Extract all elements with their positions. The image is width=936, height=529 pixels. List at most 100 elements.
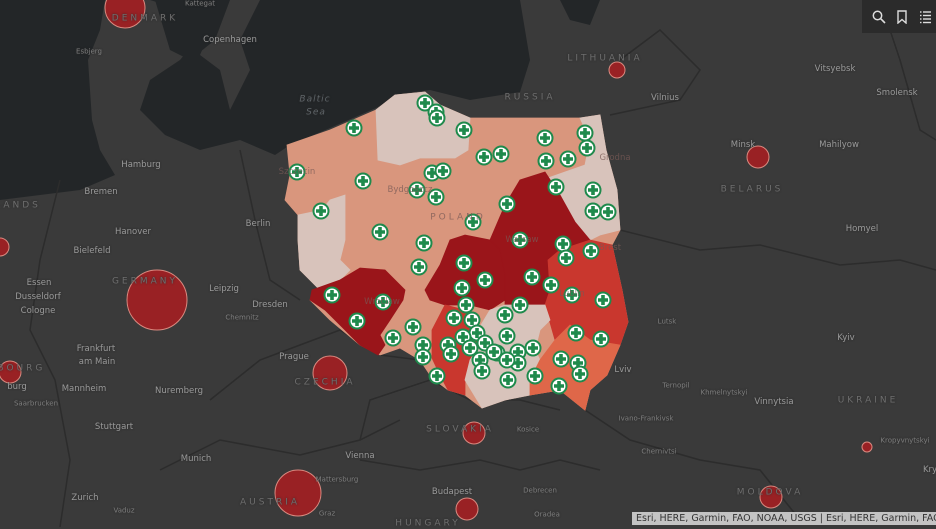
list-icon	[919, 10, 931, 23]
hospital-cross-icon[interactable]	[492, 145, 510, 163]
hospital-cross-icon[interactable]	[498, 195, 516, 213]
case-circle[interactable]	[455, 497, 479, 521]
case-circle[interactable]	[746, 145, 770, 169]
hospital-cross-icon[interactable]	[416, 94, 434, 112]
hospital-cross-icon[interactable]	[345, 119, 363, 137]
hospital-cross-icon[interactable]	[498, 327, 516, 345]
hospital-cross-icon[interactable]	[461, 339, 479, 357]
case-circle[interactable]	[462, 421, 486, 445]
hospital-cross-icon[interactable]	[563, 286, 581, 304]
hospital-cross-icon[interactable]	[584, 202, 602, 220]
hospital-cross-icon[interactable]	[571, 365, 589, 383]
case-circle[interactable]	[0, 237, 10, 257]
hospital-cross-icon[interactable]	[445, 309, 463, 327]
region-pomorskie[interactable]	[375, 91, 471, 166]
hospital-cross-icon[interactable]	[511, 296, 529, 314]
hospital-cross-icon[interactable]	[464, 213, 482, 231]
sea-label: Baltic	[299, 94, 331, 105]
city-label: Brest	[598, 242, 622, 253]
hospital-cross-icon[interactable]	[354, 172, 372, 190]
city-label: Zurich	[71, 492, 99, 503]
hospital-cross-icon[interactable]	[578, 139, 596, 157]
hospital-cross-icon[interactable]	[312, 202, 330, 220]
case-circle[interactable]	[104, 0, 146, 29]
city-label: am Main	[78, 356, 116, 367]
map-attribution[interactable]: Esri, HERE, Garmin, FAO, NOAA, USGS | Es…	[632, 512, 936, 525]
hospital-cross-icon[interactable]	[550, 377, 568, 395]
hospital-cross-icon[interactable]	[594, 291, 612, 309]
city-label: Kyiv	[837, 332, 855, 343]
hospital-cross-icon[interactable]	[498, 351, 516, 369]
hospital-cross-icon[interactable]	[408, 181, 426, 199]
hospital-cross-icon[interactable]	[414, 348, 432, 366]
hospital-cross-icon[interactable]	[415, 234, 433, 252]
hospital-cross-icon[interactable]	[554, 235, 572, 253]
hospital-cross-icon[interactable]	[526, 367, 544, 385]
region-lubuskie[interactable]	[297, 194, 351, 291]
hospital-cross-icon[interactable]	[499, 371, 517, 389]
hospital-cross-icon[interactable]	[576, 124, 594, 142]
city-label: burg	[7, 381, 27, 392]
hospital-cross-icon[interactable]	[476, 271, 494, 289]
hospital-cross-icon[interactable]	[371, 223, 389, 241]
city-label: Bielefeld	[73, 245, 111, 256]
legend-button[interactable]	[915, 7, 935, 27]
city-label: Stuttgart	[94, 421, 134, 432]
hospital-cross-icon[interactable]	[485, 343, 503, 361]
hospital-cross-icon[interactable]	[434, 162, 452, 180]
hospital-cross-icon[interactable]	[323, 286, 341, 304]
hospital-cross-icon[interactable]	[427, 188, 445, 206]
case-circle[interactable]	[0, 360, 22, 384]
hospital-markers	[288, 94, 617, 395]
case-circle[interactable]	[274, 469, 322, 517]
hospital-cross-icon[interactable]	[536, 129, 554, 147]
hospital-cross-icon[interactable]	[523, 268, 541, 286]
hospital-cross-icon[interactable]	[455, 121, 473, 139]
hospital-cross-icon[interactable]	[404, 318, 422, 336]
search-button[interactable]	[869, 7, 889, 27]
case-circle[interactable]	[861, 441, 873, 453]
country-label: MBOURG	[0, 363, 46, 374]
hospital-cross-icon[interactable]	[552, 350, 570, 368]
case-circle[interactable]	[759, 485, 783, 509]
city-label: Lutsk	[657, 317, 677, 326]
city-label: Khmelnytskyi	[700, 388, 748, 397]
city-label: Mattersburg	[315, 475, 359, 484]
hospital-cross-icon[interactable]	[582, 242, 600, 260]
bookmarks-button[interactable]	[892, 7, 912, 27]
hospital-cross-icon[interactable]	[592, 330, 610, 348]
hospital-cross-icon[interactable]	[511, 231, 529, 249]
hospital-cross-icon[interactable]	[557, 249, 575, 267]
hospital-cross-icon[interactable]	[473, 362, 491, 380]
hospital-cross-icon[interactable]	[453, 279, 471, 297]
case-circle[interactable]	[126, 269, 188, 331]
hospital-cross-icon[interactable]	[384, 329, 402, 347]
hospital-cross-icon[interactable]	[455, 254, 473, 272]
hospital-cross-icon[interactable]	[542, 276, 560, 294]
hospital-cross-icon[interactable]	[288, 163, 306, 181]
hospital-cross-icon[interactable]	[348, 312, 366, 330]
hospital-cross-icon[interactable]	[567, 324, 585, 342]
hospital-cross-icon[interactable]	[524, 339, 542, 357]
country-label: POLAND	[430, 212, 486, 223]
hospital-cross-icon[interactable]	[537, 152, 555, 170]
hospital-cross-icon[interactable]	[559, 150, 577, 168]
hospital-cross-icon[interactable]	[410, 258, 428, 276]
hospital-cross-icon[interactable]	[547, 178, 565, 196]
city-label: Bremen	[84, 186, 118, 197]
hospital-cross-icon[interactable]	[599, 203, 617, 221]
baltic-sea	[140, 0, 530, 155]
hospital-cross-icon[interactable]	[442, 345, 460, 363]
hospital-cross-icon[interactable]	[374, 293, 392, 311]
case-circle[interactable]	[312, 355, 348, 391]
city-label: Wroclaw	[364, 296, 400, 307]
hospital-cross-icon[interactable]	[428, 367, 446, 385]
city-label: Vilnius	[651, 92, 679, 103]
hospital-cross-icon[interactable]	[584, 181, 602, 199]
hospital-cross-icon[interactable]	[428, 109, 446, 127]
hospital-cross-icon[interactable]	[496, 306, 514, 324]
hospital-cross-icon[interactable]	[475, 148, 493, 166]
case-circle[interactable]	[608, 61, 626, 79]
hospital-cross-icon[interactable]	[457, 296, 475, 314]
